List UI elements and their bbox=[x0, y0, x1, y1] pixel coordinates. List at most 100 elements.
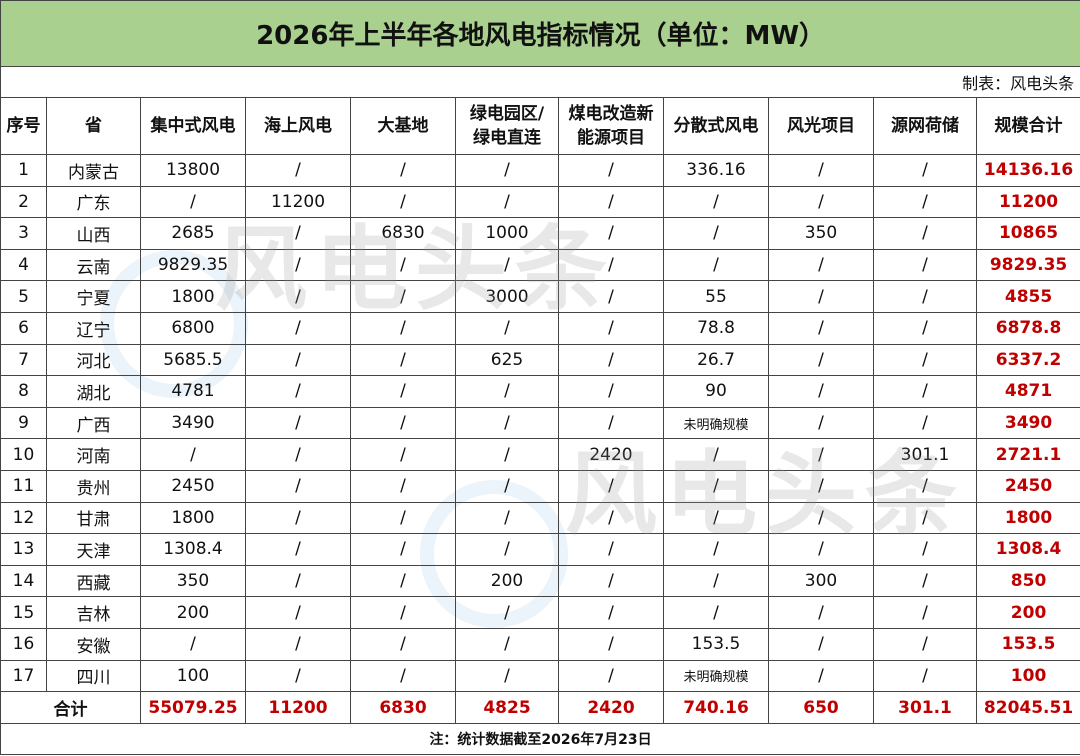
cell: 200 bbox=[975, 596, 1080, 629]
cell: 17 bbox=[0, 659, 47, 693]
total-cell: 740.16 bbox=[663, 691, 769, 725]
data-row: 10 河南 / / //2420//301.1 2721.1 bbox=[0, 438, 1080, 471]
cell: / bbox=[455, 311, 559, 345]
cell: / bbox=[350, 659, 456, 693]
column-header: 源网荷储 bbox=[873, 97, 977, 155]
cell: / bbox=[558, 343, 664, 377]
cell: / bbox=[768, 406, 874, 440]
cell: / bbox=[455, 596, 559, 629]
cell: 2721.1 bbox=[975, 438, 1080, 471]
cell: / bbox=[350, 185, 456, 219]
cell: 未明确规模 bbox=[663, 659, 769, 693]
data-row: 11 贵州 2450// / / / //2450 bbox=[0, 469, 1080, 503]
cell: 吉林 bbox=[46, 596, 141, 629]
cell: / bbox=[245, 564, 351, 598]
column-header: 序号 bbox=[0, 97, 47, 155]
cell: / bbox=[768, 375, 874, 408]
cell: / bbox=[245, 406, 351, 440]
cell: / bbox=[350, 343, 456, 377]
cell: 9829.35 bbox=[975, 248, 1080, 282]
cell: 13 bbox=[0, 533, 47, 566]
cell: / bbox=[768, 469, 874, 503]
cell: 300 bbox=[768, 564, 874, 598]
total-cell: 6830 bbox=[350, 691, 456, 725]
cell: / bbox=[768, 659, 874, 693]
cell: 200 bbox=[455, 564, 559, 598]
cell: / bbox=[663, 596, 769, 629]
column-header: 煤电改造新 能源项目 bbox=[558, 97, 664, 155]
data-row: 5 宁夏 1800//3000/55//4855 bbox=[0, 280, 1080, 313]
cell: / bbox=[245, 533, 351, 566]
cell: 100 bbox=[975, 659, 1080, 693]
cell: 5 bbox=[0, 280, 47, 313]
cell: / bbox=[245, 311, 351, 345]
cell: 河南 bbox=[46, 438, 141, 471]
cell: 6878.8 bbox=[975, 311, 1080, 345]
column-header: 分散式风电 bbox=[663, 97, 769, 155]
cell: / bbox=[873, 469, 977, 503]
total-cell: 55079.25 bbox=[140, 691, 246, 725]
data-row: 4 云南 9829.35// / / / //9829.35 bbox=[0, 248, 1080, 282]
cell: 宁夏 bbox=[46, 280, 141, 313]
cell: 1800 bbox=[140, 501, 246, 535]
cell: / bbox=[768, 280, 874, 313]
cell: 200 bbox=[140, 596, 246, 629]
cell: / bbox=[245, 217, 351, 250]
cell: / bbox=[663, 501, 769, 535]
cell: 12 bbox=[0, 501, 47, 535]
source-row: 制表：风电头条 bbox=[0, 66, 1080, 98]
cell: 河北 bbox=[46, 343, 141, 377]
total-label: 合计 bbox=[0, 691, 141, 725]
cell: / bbox=[245, 343, 351, 377]
cell: / bbox=[455, 375, 559, 408]
cell: / bbox=[873, 375, 977, 408]
cell: / bbox=[245, 438, 351, 471]
cell: 6 bbox=[0, 311, 47, 345]
cell: 7 bbox=[0, 343, 47, 377]
cell: / bbox=[558, 469, 664, 503]
cell: 2685 bbox=[140, 217, 246, 250]
cell: 13800 bbox=[140, 154, 246, 187]
cell: / bbox=[350, 248, 456, 282]
cell: 西藏 bbox=[46, 564, 141, 598]
cell: / bbox=[245, 280, 351, 313]
cell: / bbox=[350, 280, 456, 313]
cell: 3 bbox=[0, 217, 47, 250]
cell: / bbox=[558, 248, 664, 282]
cell: / bbox=[350, 438, 456, 471]
cell: 2420 bbox=[558, 438, 664, 471]
column-header: 规模合计 bbox=[975, 97, 1080, 155]
cell: 3490 bbox=[975, 406, 1080, 440]
cell: 1308.4 bbox=[975, 533, 1080, 566]
data-row: 16 安徽 / / / //153.5//153.5 bbox=[0, 627, 1080, 661]
cell: / bbox=[663, 533, 769, 566]
cell: / bbox=[245, 375, 351, 408]
cell: / bbox=[873, 501, 977, 535]
cell: 153.5 bbox=[663, 627, 769, 661]
cell: / bbox=[663, 438, 769, 471]
cell: / bbox=[873, 154, 977, 187]
cell: / bbox=[558, 564, 664, 598]
cell: / bbox=[873, 533, 977, 566]
data-row: 7 河北 5685.5//625/26.7//6337.2 bbox=[0, 343, 1080, 377]
data-row: 14 西藏 350//200//300/850 bbox=[0, 564, 1080, 598]
cell: 301.1 bbox=[873, 438, 977, 471]
total-cell: 82045.51 bbox=[975, 691, 1080, 725]
total-row: 合计 55079.25 11200 6830 4825 2420 740.16 650 301.… bbox=[0, 691, 1080, 725]
cell: / bbox=[663, 248, 769, 282]
cell: 云南 bbox=[46, 248, 141, 282]
cell: 甘肃 bbox=[46, 501, 141, 535]
cell: / bbox=[768, 185, 874, 219]
cell: 四川 bbox=[46, 659, 141, 693]
data-row: 13 天津 1308.4// / / / //1308.4 bbox=[0, 533, 1080, 566]
cell: 湖北 bbox=[46, 375, 141, 408]
cell: / bbox=[245, 154, 351, 187]
cell: 9 bbox=[0, 406, 47, 440]
note: 注：统计数据截至2026年7月23日 bbox=[0, 723, 1080, 756]
cell: / bbox=[350, 311, 456, 345]
cell: / bbox=[245, 248, 351, 282]
cell: 4871 bbox=[975, 375, 1080, 408]
cell: / bbox=[140, 627, 246, 661]
cell: 1000 bbox=[455, 217, 559, 250]
cell: / bbox=[873, 564, 977, 598]
